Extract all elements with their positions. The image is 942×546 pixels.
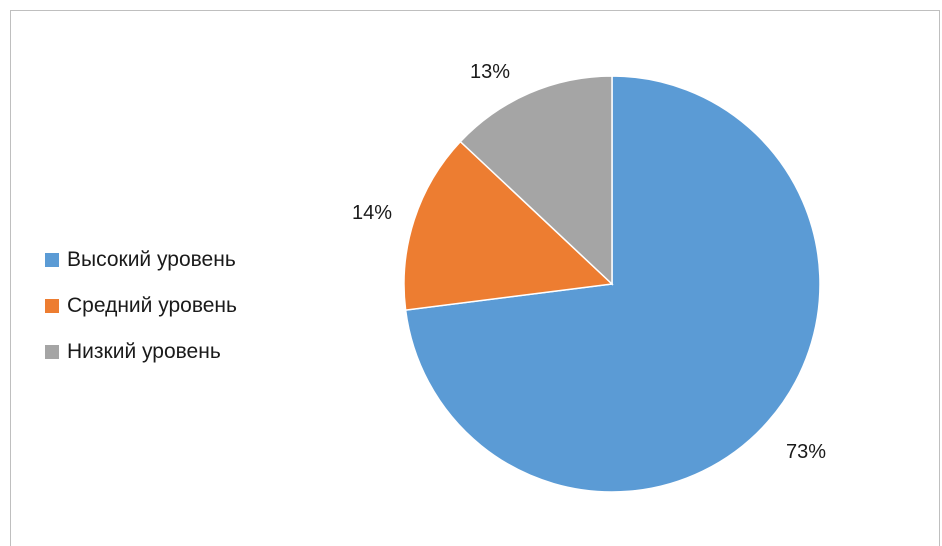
legend-swatch-low <box>45 345 59 359</box>
data-label-high: 73% <box>786 441 826 463</box>
legend-swatch-high <box>45 253 59 267</box>
legend-label-low: Низкий уровень <box>67 340 221 363</box>
legend: Высокий уровень Средний уровень Низкий у… <box>45 237 237 375</box>
legend-item-medium: Средний уровень <box>45 283 237 329</box>
legend-swatch-medium <box>45 299 59 313</box>
slice-low <box>459 75 613 286</box>
data-label-low: 13% <box>470 61 510 83</box>
pie-slices <box>403 75 821 493</box>
legend-item-high: Высокий уровень <box>45 237 237 283</box>
slice-medium <box>403 140 614 311</box>
legend-item-low: Низкий уровень <box>45 329 237 375</box>
legend-label-high: Высокий уровень <box>67 248 236 271</box>
legend-label-medium: Средний уровень <box>67 294 237 317</box>
pie-data-labels: 73% 14% 13% <box>352 61 826 463</box>
data-label-medium: 14% <box>352 202 392 224</box>
